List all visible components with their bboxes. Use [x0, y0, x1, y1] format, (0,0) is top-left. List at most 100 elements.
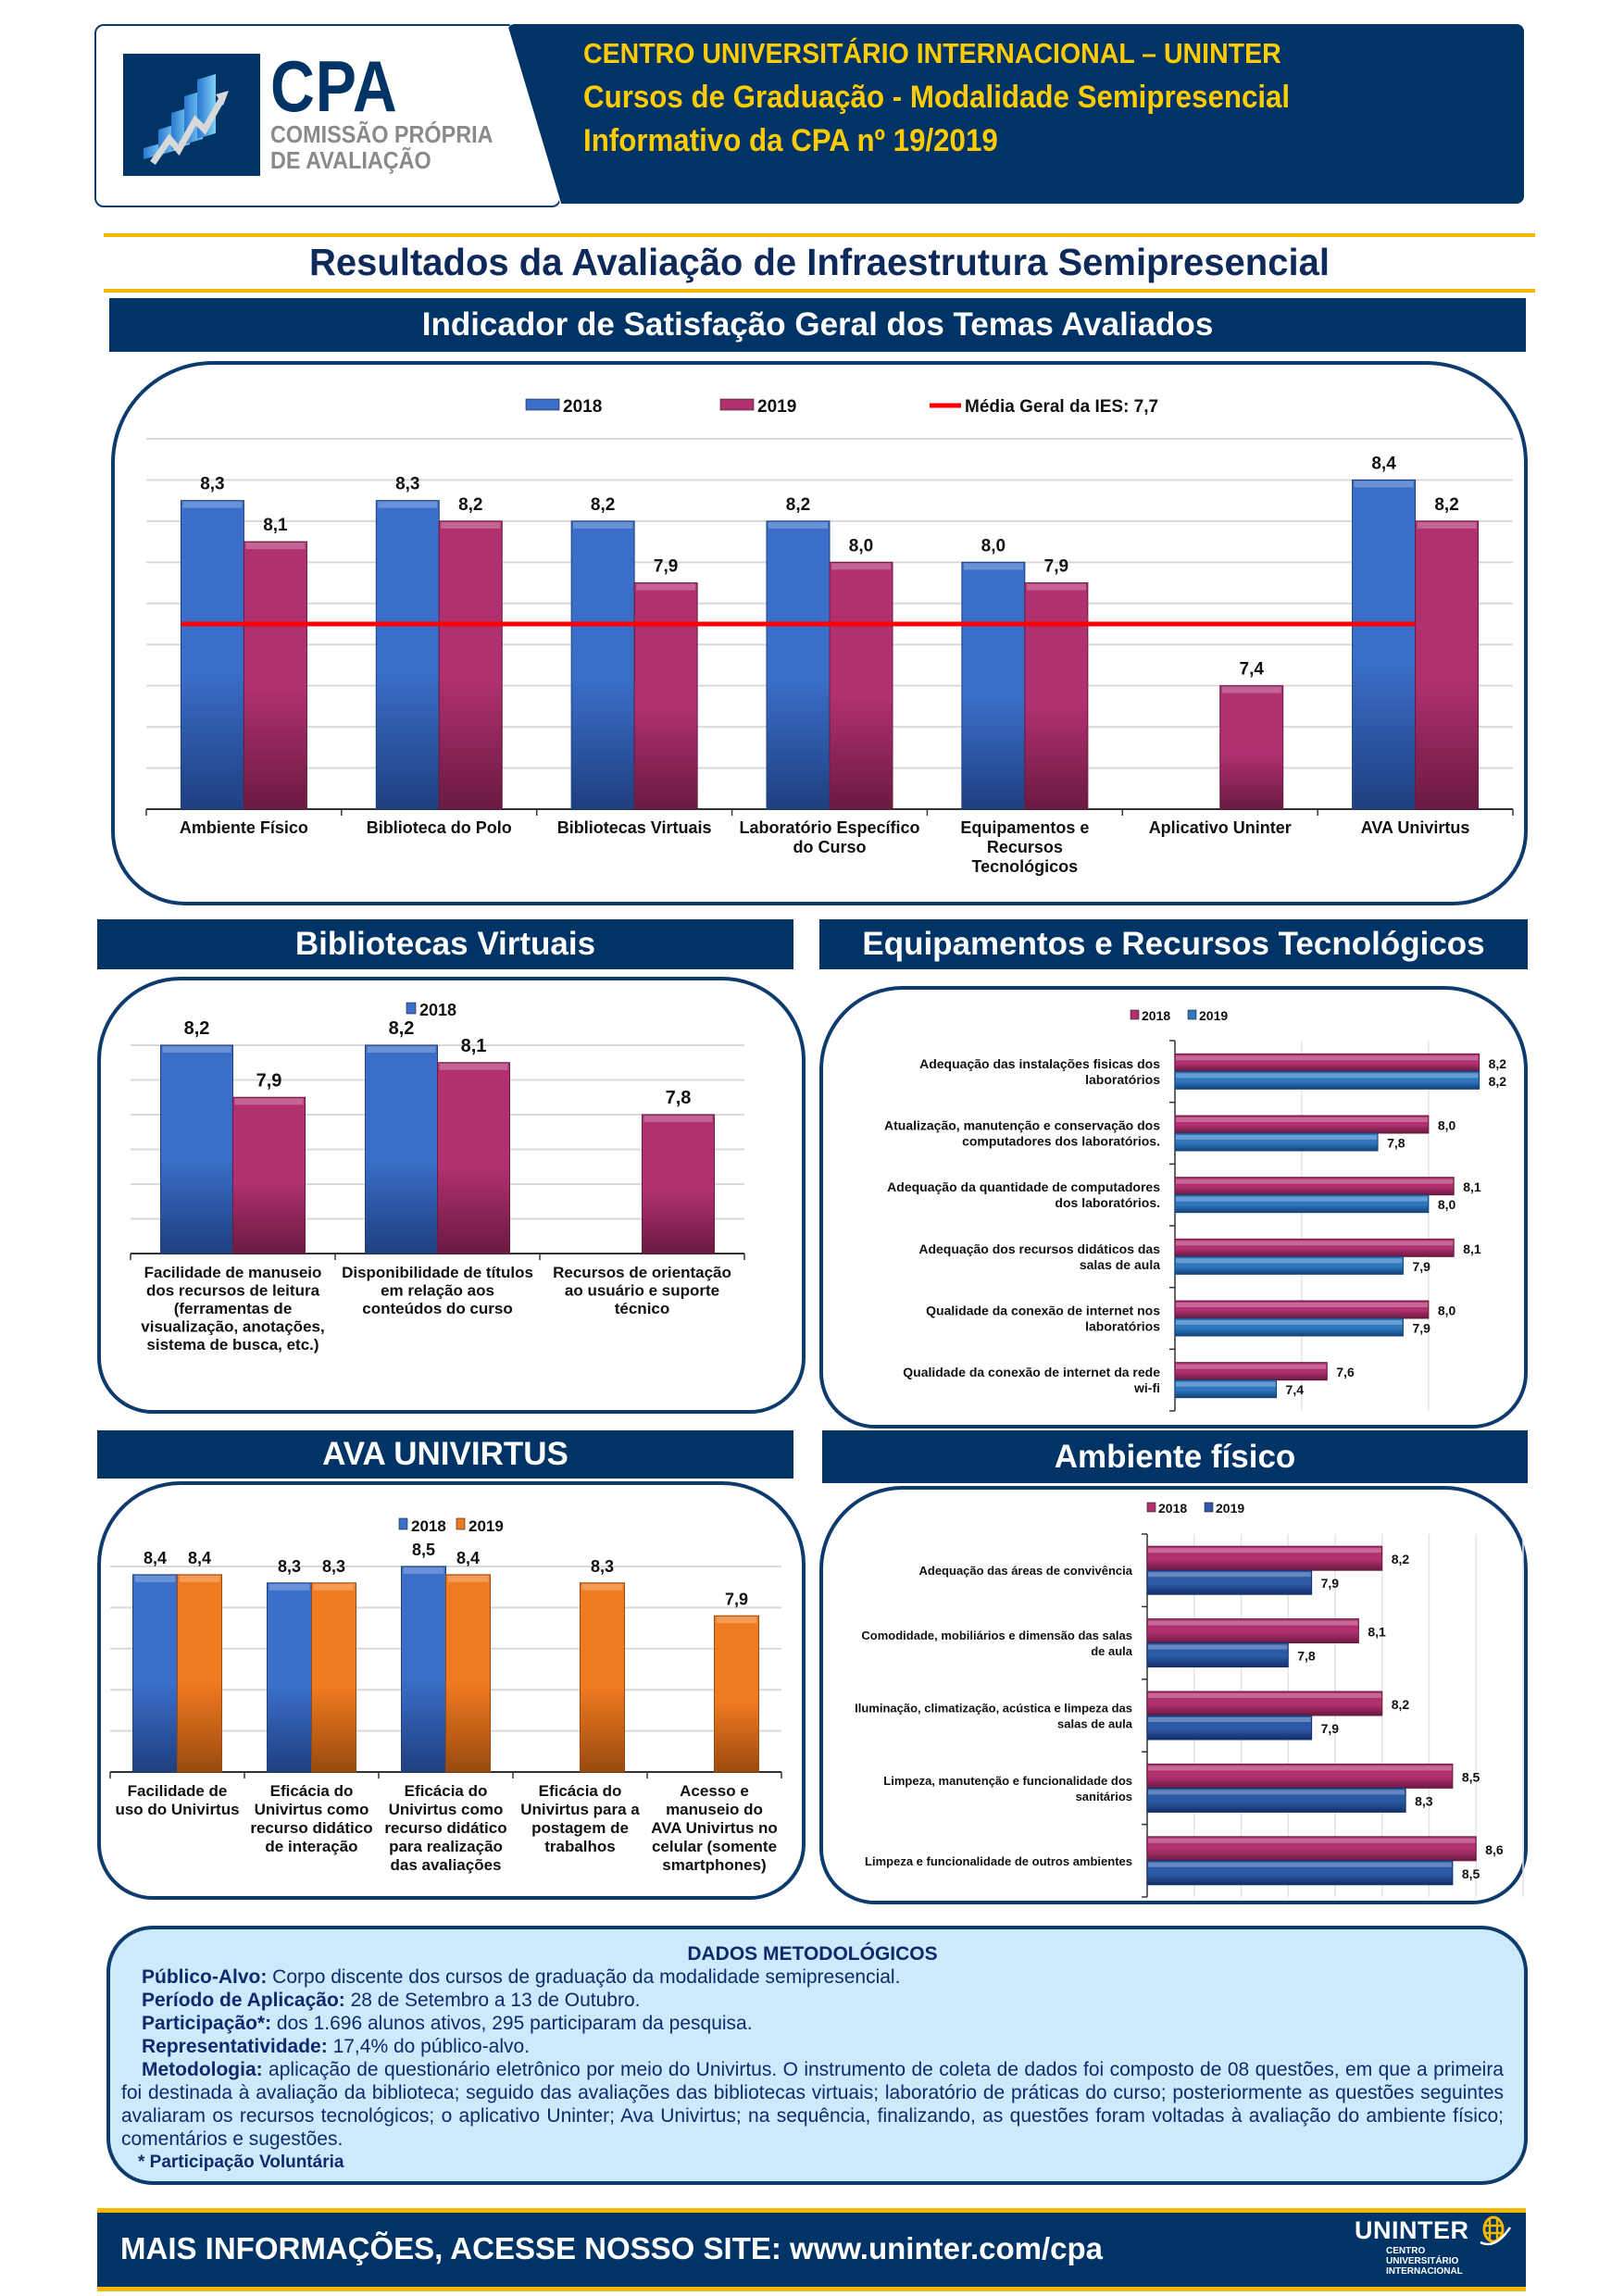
bar-2018 [180, 500, 244, 810]
legend-label: 2019 [757, 397, 796, 417]
category-label: de interação [265, 1838, 357, 1855]
category-label: Recursos [987, 838, 1063, 856]
logo-sub-line: INTERNACIONAL [1386, 2266, 1463, 2277]
bar-bevel [1354, 480, 1414, 488]
legend-label: 2019 [468, 1517, 504, 1535]
category-label: dos laboratórios. [1055, 1195, 1160, 1210]
data-label: 8,5 [1462, 1769, 1480, 1784]
legend-label: Média Geral da IES: 7,7 [965, 397, 1158, 417]
bar-2019 [1174, 1317, 1404, 1337]
bar-2018 [401, 1566, 446, 1773]
data-label: 8,1 [263, 516, 288, 535]
bar-bevel [439, 1063, 508, 1070]
category-label: sistema de busca, etc.) [146, 1336, 319, 1354]
category-label: Eficácia do [270, 1782, 354, 1800]
category-label: Ambiente Físico [180, 818, 308, 837]
label: Representatividade: [142, 2036, 328, 2057]
bar-2019 [1174, 1379, 1278, 1399]
bar-bevel [831, 563, 891, 570]
bar-bevel [179, 1575, 220, 1582]
uninter-logo-subtitle: CENTRO UNIVERSITÁRIO INTERNACIONAL [1386, 2246, 1463, 2277]
logo-sub-line: UNIVERSITÁRIO [1386, 2256, 1459, 2266]
bar-bevel [1176, 1073, 1479, 1079]
bar-bevel [573, 521, 633, 529]
category-label: manuseio do [666, 1801, 763, 1818]
legend-label: 2018 [419, 1001, 456, 1019]
data-label: 8,4 [188, 1549, 211, 1567]
methodology-title: DADOS METODOLÓGICOS [687, 1943, 938, 1965]
bar-bevel [1026, 583, 1086, 591]
bar-2019 [1024, 582, 1089, 810]
label: Participação*: [142, 2013, 272, 2034]
globe-icon [1480, 2215, 1512, 2246]
category-label: Adequação dos recursos didáticos das [918, 1242, 1160, 1256]
category-label: recurso didático [250, 1819, 372, 1837]
section-header-main: Indicador de Satisfação Geral dos Temas … [109, 298, 1526, 352]
footer-link-text[interactable]: MAIS INFORMAÇÕES, ACESSE NOSSO SITE: www… [120, 2231, 1104, 2265]
bar-2019 [243, 541, 307, 810]
data-label: 8,2 [184, 1018, 210, 1039]
data-label: 8,2 [1489, 1056, 1507, 1071]
methodology-representativeness: Representatividade: 17,4% do público-alv… [121, 2035, 1504, 2058]
category-label: Biblioteca do Polo [367, 818, 512, 837]
methodology-target-audience: Público-Alvo: Corpo discente dos cursos … [121, 1965, 1504, 1989]
legend-swatch [1187, 1009, 1197, 1020]
bar-2019 [1174, 1255, 1404, 1275]
bar-2019 [177, 1574, 222, 1773]
data-label: 8,3 [395, 475, 419, 494]
label: Público-Alvo: [142, 1966, 268, 1988]
main-chart: 8,3 8,1 Ambiente Físico 8,3 8,2 Biblioteca do… [145, 397, 1514, 876]
bar-bevel [581, 1583, 623, 1591]
category-label: Equipamentos e [960, 818, 1089, 837]
bar-bevel [1148, 1644, 1288, 1650]
bar-bevel [403, 1567, 444, 1574]
logo-sub-line: CENTRO [1386, 2246, 1426, 2256]
bar-bevel [1176, 1117, 1428, 1122]
category-label: Laboratório Específico [739, 818, 919, 837]
header-banner [507, 24, 1524, 204]
data-label: 8,5 [412, 1541, 435, 1559]
category-label: Disponibilidade de títulos [342, 1264, 533, 1281]
data-label: 8,0 [1438, 1304, 1456, 1318]
bar-2019 [580, 1582, 625, 1773]
bar-2018 [570, 520, 635, 810]
category-label: recurso didático [384, 1819, 506, 1837]
data-label: 7,9 [1321, 1721, 1340, 1736]
category-label: laboratórios [1085, 1319, 1160, 1334]
legend-swatch [1204, 1502, 1214, 1513]
category-label: wi-fi [1133, 1380, 1160, 1395]
legend-label: 2019 [1199, 1008, 1228, 1023]
category-label: Adequação das instalações fisicas dos [919, 1056, 1160, 1071]
ambiente-chart-panel: 8,2 7,9 Adequação das áreas de convivência… [819, 1486, 1528, 1904]
bar-2019 [1174, 1070, 1480, 1090]
data-label: 8,2 [1392, 1697, 1410, 1712]
category-label: técnico [615, 1300, 670, 1317]
bar-2018 [1352, 479, 1417, 810]
bar-bevel [447, 1575, 489, 1582]
data-label: 8,2 [1434, 495, 1458, 515]
methodology-description: Metodologia: aplicação de questionário e… [121, 2058, 1504, 2151]
data-label: 8,0 [849, 536, 873, 555]
bar-bevel [182, 501, 243, 508]
section-header-ava: AVA UNIVIRTUS [97, 1430, 793, 1479]
data-label: 7,4 [1286, 1382, 1305, 1397]
bar-2019 [829, 561, 893, 810]
category-label: sanitários [1076, 1790, 1132, 1803]
bar-bevel [1176, 1303, 1428, 1307]
data-label: 8,3 [1415, 1793, 1433, 1808]
bar-2018 [1146, 1545, 1383, 1571]
bar-2018 [1146, 1618, 1359, 1644]
data-label: 7,6 [1336, 1365, 1355, 1379]
equipamentos-chart-panel: 8,2 8,2 Adequação das instalações fisicas … [819, 986, 1528, 1429]
data-label: 8,2 [1489, 1074, 1507, 1089]
legend-swatch [456, 1517, 466, 1530]
value: dos 1.696 alunos ativos, 295 participara… [271, 2013, 753, 2034]
category-label: Limpeza e funcionalidade de outros ambie… [865, 1854, 1132, 1868]
ambiente-chart: 8,2 7,9 Adequação das áreas de convivência… [855, 1501, 1524, 1898]
value: Corpo discente dos cursos de graduação d… [267, 1966, 901, 1988]
bar-2019 [714, 1615, 759, 1773]
logo-subtitle: COMISSÃO PRÓPRIA [270, 120, 493, 148]
bar-bevel [963, 563, 1023, 570]
bar-2018 [1146, 1836, 1477, 1862]
category-label: Recursos de orientação [553, 1264, 731, 1281]
